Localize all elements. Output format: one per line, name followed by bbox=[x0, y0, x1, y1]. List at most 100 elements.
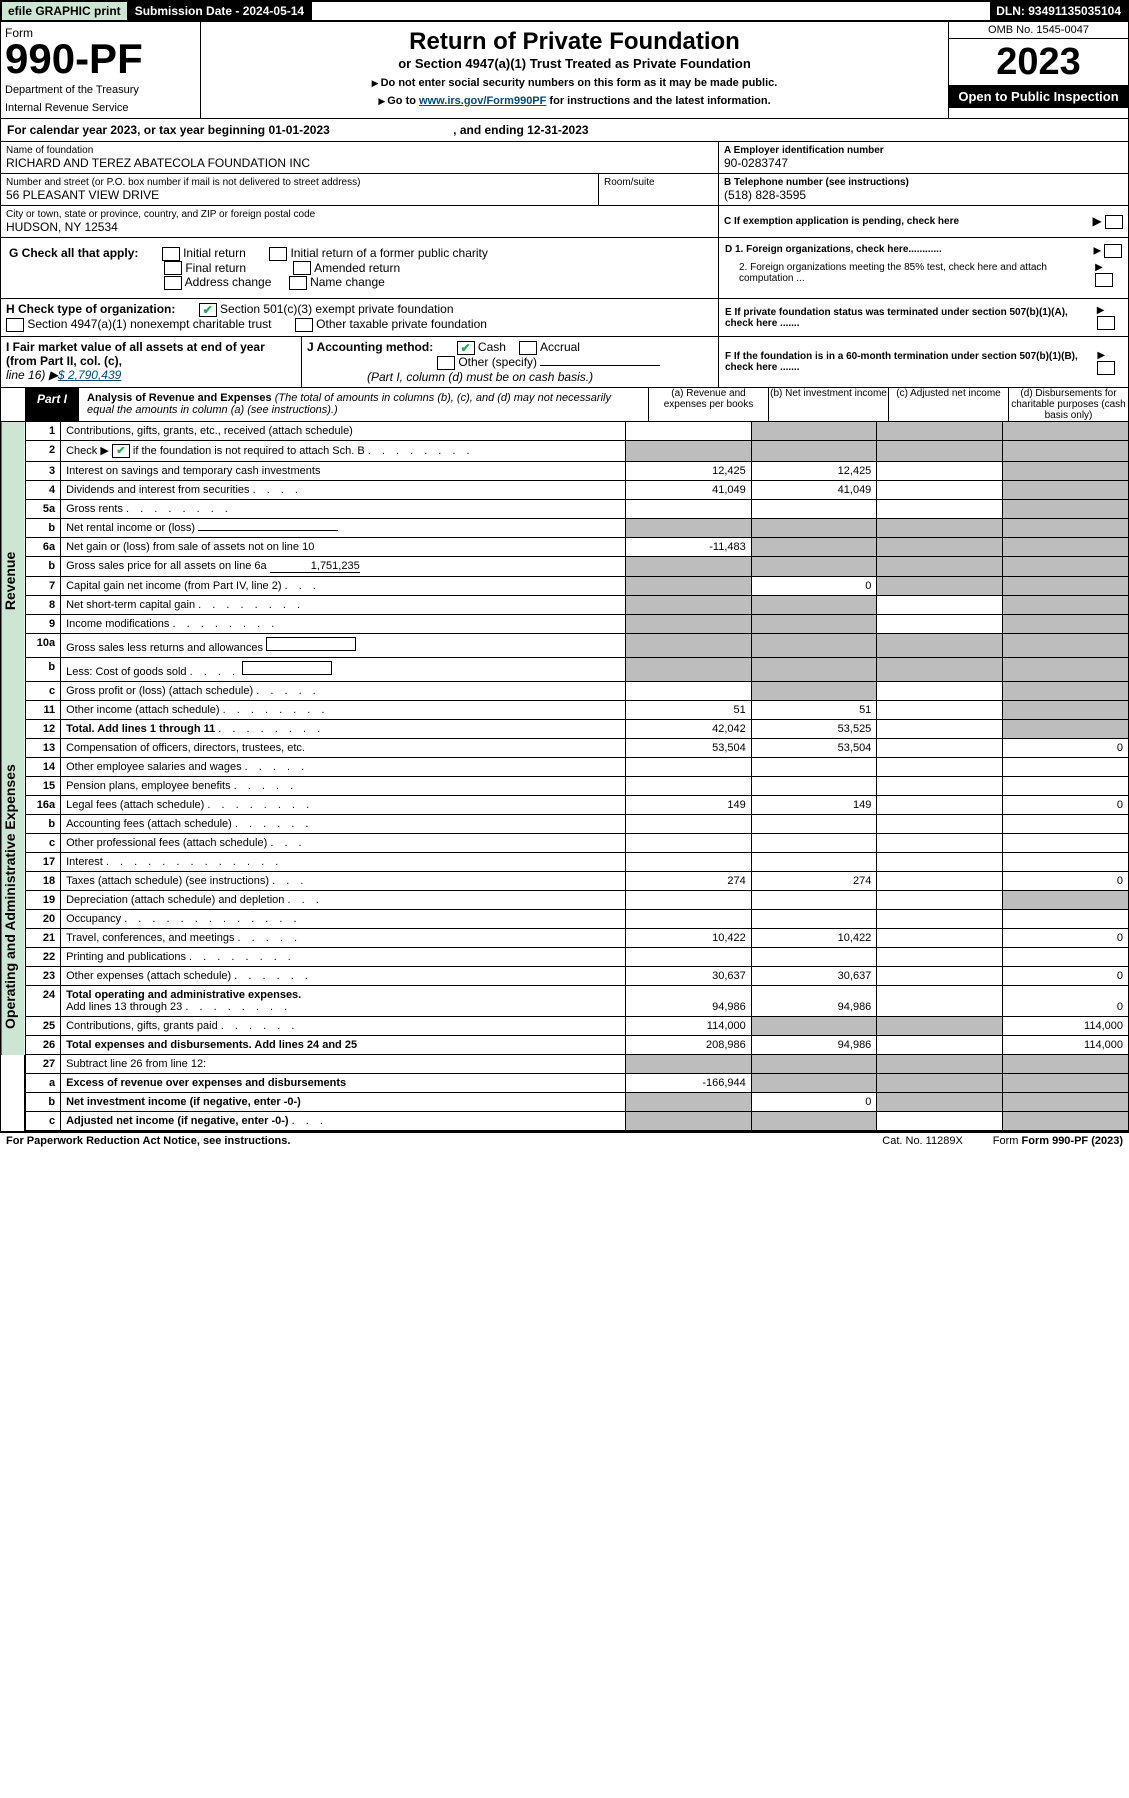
col-c-hdr: (c) Adjusted net income bbox=[888, 388, 1008, 421]
entity-row-3: City or town, state or province, country… bbox=[0, 206, 1129, 238]
checkbox-e[interactable] bbox=[1097, 316, 1115, 330]
line-22: 22Printing and publications . . . . . . … bbox=[25, 948, 1128, 967]
city-value: HUDSON, NY 12534 bbox=[6, 220, 713, 234]
d1-label: D 1. Foreign organizations, check here..… bbox=[725, 244, 942, 258]
checkbox-schb[interactable] bbox=[112, 444, 130, 458]
line-20: 20Occupancy . . . . . . . . . . . . . bbox=[25, 910, 1128, 929]
section-g-row: G Check all that apply: Initial return I… bbox=[0, 238, 1129, 299]
instr-ssn: Do not enter social security numbers on … bbox=[381, 77, 778, 89]
h-opt-501c3: Section 501(c)(3) exempt private foundat… bbox=[220, 302, 453, 316]
section-h-row: H Check type of organization: Section 50… bbox=[0, 299, 1129, 337]
calyear-begin: For calendar year 2023, or tax year begi… bbox=[7, 123, 330, 137]
line-5a: 5aGross rents . . . . . . . . bbox=[25, 500, 1128, 519]
submission-date: Submission Date - 2024-05-14 bbox=[129, 2, 312, 20]
entity-row-1: Name of foundation RICHARD AND TEREZ ABA… bbox=[0, 142, 1129, 174]
c-label: C If exemption application is pending, c… bbox=[724, 216, 959, 227]
line-10a: 10aGross sales less returns and allowanc… bbox=[25, 634, 1128, 658]
checkbox-name[interactable] bbox=[289, 276, 307, 290]
calyear-end: , and ending 12-31-2023 bbox=[453, 123, 588, 137]
checkbox-initial[interactable] bbox=[162, 247, 180, 261]
expenses-label: Operating and Administrative Expenses bbox=[1, 739, 25, 1055]
h-opt-4947: Section 4947(a)(1) nonexempt charitable … bbox=[27, 317, 271, 331]
form-number: 990-PF bbox=[5, 40, 196, 78]
revenue-section: Revenue 1Contributions, gifts, grants, e… bbox=[0, 422, 1129, 739]
line-6a: 6aNet gain or (loss) from sale of assets… bbox=[25, 538, 1128, 557]
checkbox-d2[interactable] bbox=[1095, 273, 1113, 287]
fmv-link[interactable]: $ 2,790,439 bbox=[58, 368, 121, 382]
checkbox-501c3[interactable] bbox=[199, 303, 217, 317]
g-opt-initial-former: Initial return of a former public charit… bbox=[290, 246, 487, 260]
g-opt-address: Address change bbox=[185, 275, 272, 289]
checkbox-final[interactable] bbox=[164, 261, 182, 275]
omb-number: OMB No. 1545-0047 bbox=[949, 22, 1128, 39]
col-b-hdr: (b) Net investment income bbox=[768, 388, 888, 421]
efile-badge[interactable]: efile GRAPHIC print bbox=[2, 2, 129, 20]
line-27b: bNet investment income (if negative, ent… bbox=[25, 1093, 1128, 1112]
tel-value: (518) 828-3595 bbox=[724, 188, 1123, 202]
checkbox-c[interactable] bbox=[1105, 215, 1123, 229]
g-opt-name: Name change bbox=[310, 275, 385, 289]
entity-row-2: Number and street (or P.O. box number if… bbox=[0, 174, 1129, 206]
line-18: 18Taxes (attach schedule) (see instructi… bbox=[25, 872, 1128, 891]
section-ij-row: I Fair market value of all assets at end… bbox=[0, 337, 1129, 388]
checkbox-f[interactable] bbox=[1097, 361, 1115, 375]
col-d-hdr: (d) Disbursements for charitable purpose… bbox=[1008, 388, 1128, 421]
line-27: 27Subtract line 26 from line 12: bbox=[25, 1055, 1128, 1074]
top-bar: efile GRAPHIC print Submission Date - 20… bbox=[0, 0, 1129, 22]
checkbox-accrual[interactable] bbox=[519, 341, 537, 355]
tel-label: B Telephone number (see instructions) bbox=[724, 177, 1123, 188]
line-4: 4Dividends and interest from securities … bbox=[25, 481, 1128, 500]
checkbox-other-tax[interactable] bbox=[295, 318, 313, 332]
name-label: Name of foundation bbox=[6, 145, 713, 156]
form-title: Return of Private Foundation bbox=[207, 28, 942, 56]
dept-irs: Internal Revenue Service bbox=[5, 102, 196, 114]
line-27a: aExcess of revenue over expenses and dis… bbox=[25, 1074, 1128, 1093]
line-24: 24Total operating and administrative exp… bbox=[25, 986, 1128, 1017]
addr-label: Number and street (or P.O. box number if… bbox=[6, 177, 593, 188]
line-2: 2Check ▶ if the foundation is not requir… bbox=[25, 440, 1128, 461]
pra-notice: For Paperwork Reduction Act Notice, see … bbox=[6, 1135, 290, 1147]
line-13: 13Compensation of officers, directors, t… bbox=[25, 739, 1128, 758]
col-a-hdr: (a) Revenue and expenses per books bbox=[648, 388, 768, 421]
h-label: H Check type of organization: bbox=[6, 302, 175, 316]
g-label: G Check all that apply: bbox=[9, 246, 138, 260]
d2-label: 2. Foreign organizations meeting the 85%… bbox=[739, 262, 1095, 287]
line-10c: cGross profit or (loss) (attach schedule… bbox=[25, 682, 1128, 701]
ein-value: 90-0283747 bbox=[724, 156, 1123, 170]
j-accrual: Accrual bbox=[540, 340, 580, 354]
j-note: (Part I, column (d) must be on cash basi… bbox=[367, 370, 593, 384]
form-subtitle: or Section 4947(a)(1) Trust Treated as P… bbox=[207, 56, 942, 71]
line-26: 26Total expenses and disbursements. Add … bbox=[25, 1036, 1128, 1055]
line-10b: bLess: Cost of goods sold . . . . bbox=[25, 658, 1128, 682]
g-opt-initial: Initial return bbox=[183, 246, 246, 260]
line-3: 3Interest on savings and temporary cash … bbox=[25, 462, 1128, 481]
checkbox-address[interactable] bbox=[164, 276, 182, 290]
checkbox-initial-former[interactable] bbox=[269, 247, 287, 261]
line-19: 19Depreciation (attach schedule) and dep… bbox=[25, 891, 1128, 910]
line-7: 7Capital gain net income (from Part IV, … bbox=[25, 577, 1128, 596]
cat-number: Cat. No. 11289X bbox=[882, 1135, 963, 1147]
checkbox-d1[interactable] bbox=[1104, 244, 1122, 258]
irs-link[interactable]: www.irs.gov/Form990PF bbox=[419, 95, 546, 107]
line-17: 17Interest . . . . . . . . . . . . . bbox=[25, 853, 1128, 872]
dln-number: DLN: 93491135035104 bbox=[990, 2, 1127, 20]
checkbox-amended[interactable] bbox=[293, 261, 311, 275]
line-16b: bAccounting fees (attach schedule) . . .… bbox=[25, 815, 1128, 834]
checkbox-jother[interactable] bbox=[437, 356, 455, 370]
checkbox-cash[interactable] bbox=[457, 341, 475, 355]
checkbox-4947[interactable] bbox=[6, 318, 24, 332]
h-opt-other: Other taxable private foundation bbox=[316, 317, 487, 331]
line-14: 14Other employee salaries and wages . . … bbox=[25, 758, 1128, 777]
line-5b: bNet rental income or (loss) bbox=[25, 519, 1128, 538]
form-ref: Form Form 990-PF (2023) bbox=[993, 1135, 1123, 1147]
line-16c: cOther professional fees (attach schedul… bbox=[25, 834, 1128, 853]
line-8: 8Net short-term capital gain . . . . . .… bbox=[25, 596, 1128, 615]
g-opt-amended: Amended return bbox=[314, 261, 400, 275]
j-label: J Accounting method: bbox=[307, 340, 433, 354]
line-9: 9Income modifications . . . . . . . . bbox=[25, 615, 1128, 634]
revenue-label: Revenue bbox=[1, 422, 25, 739]
i-line16: line 16) bbox=[6, 368, 45, 382]
part1-header: Part I Analysis of Revenue and Expenses … bbox=[0, 388, 1129, 422]
dept-treasury: Department of the Treasury bbox=[5, 84, 196, 96]
line-11: 11Other income (attach schedule) . . . .… bbox=[25, 701, 1128, 720]
